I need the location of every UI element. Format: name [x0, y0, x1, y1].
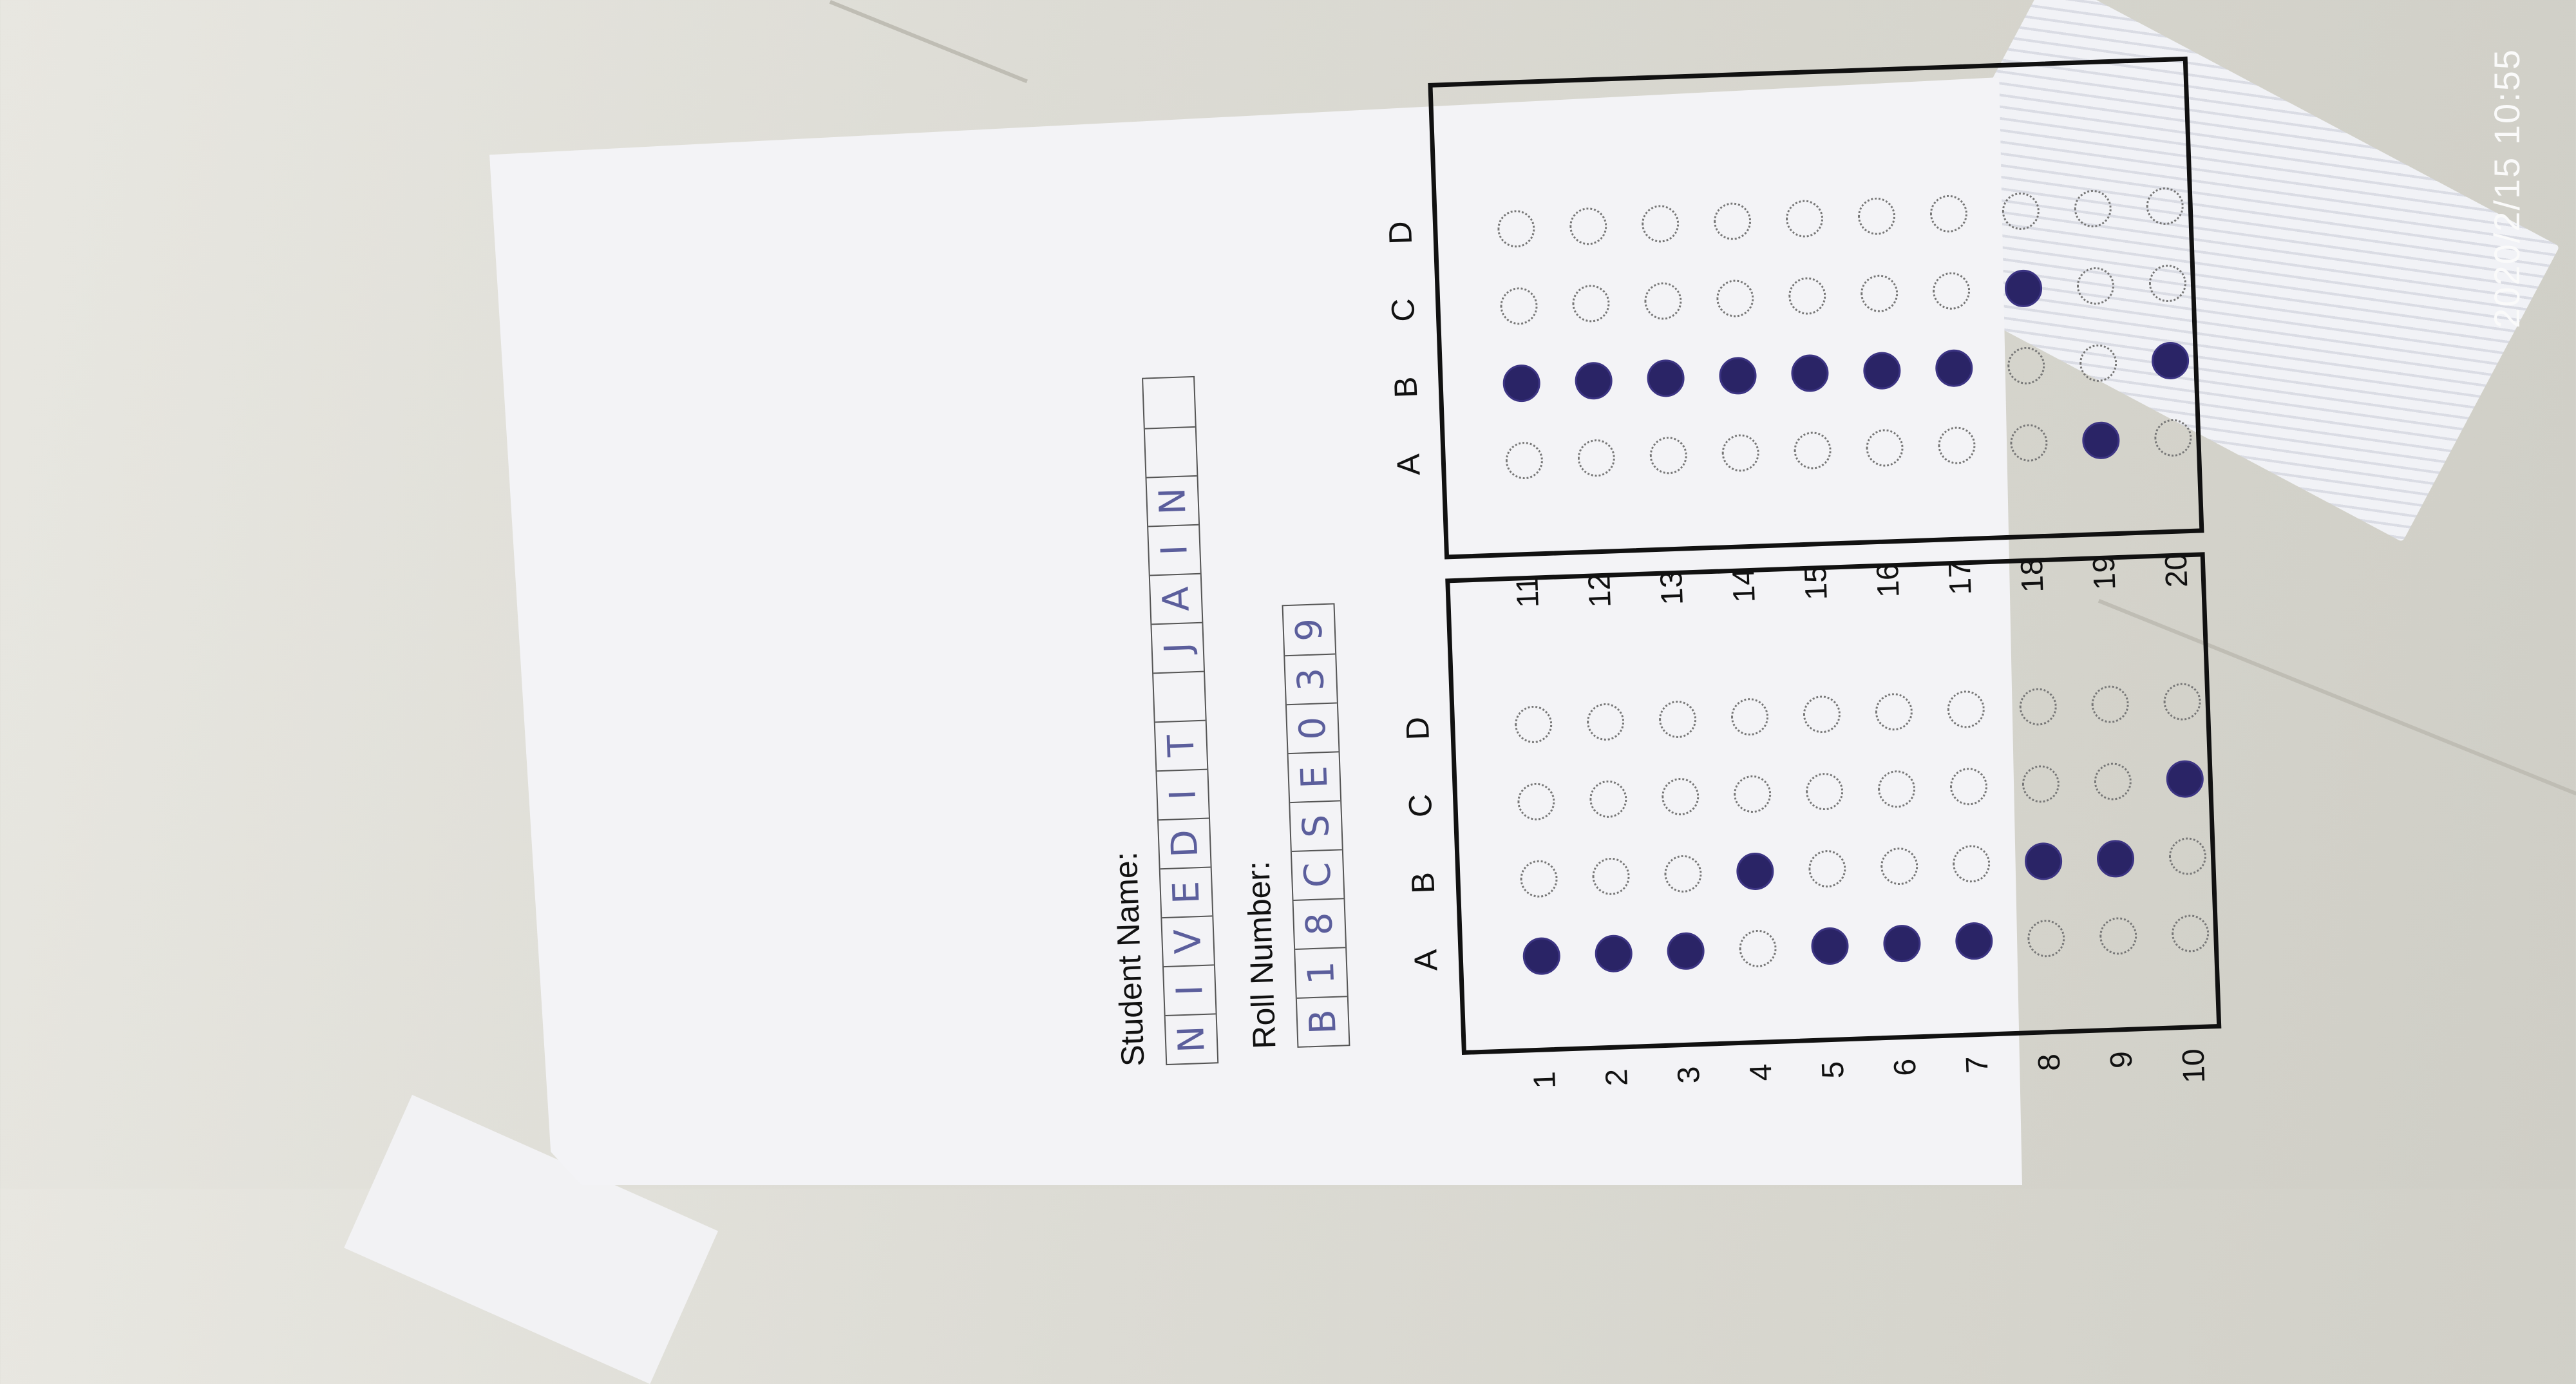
student-name-box: J [1151, 621, 1204, 673]
question-number: 7 [1960, 1056, 1995, 1074]
student-name-box [1153, 670, 1206, 722]
question-number: 14 [1726, 567, 1762, 603]
roll-number-box: 3 [1285, 653, 1337, 705]
question-number: 16 [1870, 562, 1906, 598]
question-number: 3 [1671, 1065, 1707, 1085]
option-header-c: C [1401, 793, 1439, 819]
student-name-label: Student Name: [1107, 851, 1151, 1067]
student-name-box [1144, 426, 1197, 477]
roll-number-box: E [1288, 751, 1341, 802]
option-header-d: D [1399, 716, 1436, 741]
question-number: 10 [2176, 1048, 2212, 1084]
roll-number-box: 0 [1286, 702, 1339, 754]
student-name-box: N [1146, 475, 1199, 526]
roll-number-box: S [1290, 800, 1342, 851]
option-header-a: A [1407, 949, 1444, 972]
student-name-box: I [1163, 964, 1216, 1016]
question-number: 4 [1743, 1063, 1779, 1082]
question-number: 9 [2104, 1050, 2139, 1069]
student-name-box [1143, 377, 1195, 428]
question-number: 5 [1815, 1060, 1851, 1079]
question-number: 6 [1888, 1058, 1923, 1077]
question-number: 13 [1654, 570, 1690, 606]
student-name-box: A [1150, 573, 1202, 624]
student-name-box: V [1162, 915, 1214, 967]
question-number: 15 [1798, 565, 1834, 601]
roll-number-box: C [1291, 849, 1344, 900]
question-number: 8 [2032, 1053, 2067, 1072]
roll-number-box: 9 [1287, 617, 1331, 642]
photo-timestamp: 2020/2/15 10:55 [2486, 48, 2527, 328]
answer-sheet-paper [489, 77, 2022, 1185]
option-header-b: B [1387, 375, 1425, 399]
option-header-d: D [1381, 220, 1419, 245]
student-name-box: T [1155, 719, 1208, 771]
student-name-box: D [1158, 817, 1211, 869]
question-number: 18 [2014, 557, 2050, 593]
option-header-c: C [1385, 298, 1422, 323]
question-number: 12 [1582, 573, 1618, 609]
student-name-box: I [1157, 768, 1209, 820]
question-number: 2 [1599, 1068, 1634, 1087]
roll-number-box: 1 [1295, 947, 1347, 998]
roll-number-box: 8 [1293, 898, 1346, 949]
question-number: 1 [1528, 1070, 1562, 1090]
question-number: 20 [2159, 552, 2195, 589]
student-name-box: E [1160, 866, 1213, 918]
student-name-box: I [1148, 524, 1200, 575]
option-header-a: A [1390, 453, 1427, 477]
option-header-b: B [1405, 871, 1442, 895]
student-name-box: N [1165, 1013, 1218, 1065]
question-number: 11 [1510, 575, 1546, 609]
roll-number-box: B [1296, 996, 1349, 1047]
question-number: 17 [1942, 560, 1978, 596]
roll-number-label: Roll Number: [1240, 860, 1283, 1050]
question-number: 19 [2087, 555, 2123, 591]
